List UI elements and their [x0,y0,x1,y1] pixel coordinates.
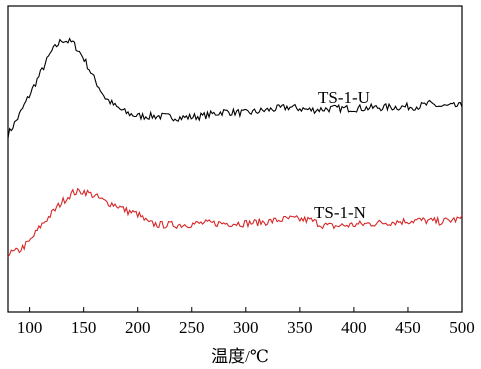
series-line-ts-1-n [7,187,463,258]
x-tick-label-350: 350 [287,318,313,337]
x-tick-label-300: 300 [233,318,259,337]
plot-frame [7,5,463,313]
x-tick-label-200: 200 [125,318,151,337]
x-axis-title: 温度/℃ [211,347,269,366]
x-tick-labels: 100 150 200 250 300 350 400 450 500 [17,318,475,337]
series-line-ts-1-u [7,37,463,139]
x-ticks [29,307,463,312]
x-tick-label-450: 450 [395,318,421,337]
series-lines [7,37,463,258]
x-tick-label-250: 250 [179,318,205,337]
x-tick-label-150: 150 [71,318,97,337]
series-label-ts-1-n: TS-1-N [314,203,366,222]
x-tick-label-100: 100 [17,318,43,337]
series-label-ts-1-u: TS-1-U [318,88,370,107]
x-tick-label-400: 400 [341,318,367,337]
x-tick-label-500: 500 [449,318,475,337]
